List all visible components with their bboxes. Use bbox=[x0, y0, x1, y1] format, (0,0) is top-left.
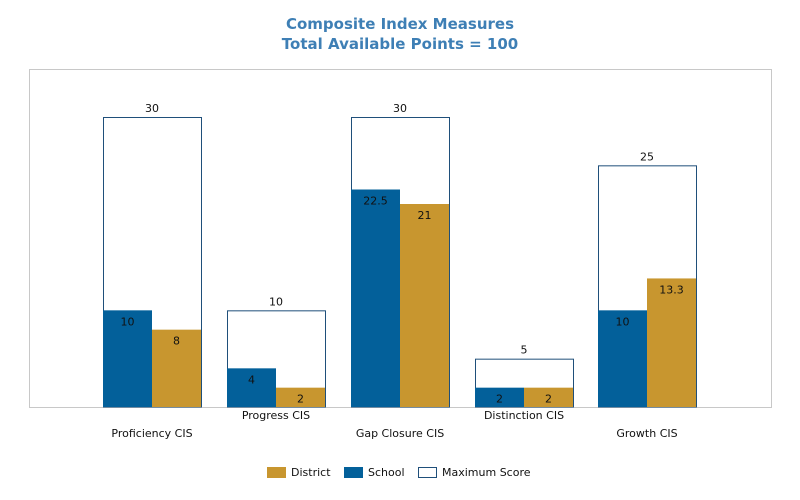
district-label-gap-closure-cis: 21 bbox=[418, 209, 432, 222]
max-label-distinction-cis: 5 bbox=[521, 344, 528, 357]
category-label-proficiency-cis: Proficiency CIS bbox=[111, 427, 192, 440]
district-bar-gap-closure-cis bbox=[400, 204, 449, 407]
chart-subtitle: Total Available Points = 100 bbox=[281, 35, 519, 53]
district-label-distinction-cis: 2 bbox=[545, 393, 552, 406]
legend-item-school: School bbox=[344, 464, 405, 480]
school-label-proficiency-cis: 10 bbox=[121, 315, 135, 328]
school-bar-proficiency-cis bbox=[103, 310, 152, 407]
school-bar-gap-closure-cis bbox=[351, 189, 400, 407]
legend-item-district: District bbox=[267, 464, 331, 480]
category-label-gap-closure-cis: Gap Closure CIS bbox=[356, 427, 444, 440]
district-bar-distinction-cis bbox=[524, 387, 573, 407]
school-label-progress-cis: 4 bbox=[248, 373, 255, 386]
legend-swatch-max bbox=[418, 466, 437, 478]
school-bar-distinction-cis bbox=[475, 387, 524, 407]
school-label-growth-cis: 10 bbox=[616, 315, 630, 328]
max-label-progress-cis: 10 bbox=[269, 295, 283, 308]
legend-label-district: District bbox=[291, 465, 331, 479]
school-label-gap-closure-cis: 22.5 bbox=[363, 195, 388, 208]
district-bar-growth-cis bbox=[647, 278, 696, 407]
legend-item-max: Maximum Score bbox=[418, 464, 531, 480]
legend-label-max: Maximum Score bbox=[442, 465, 531, 479]
max-label-proficiency-cis: 30 bbox=[145, 102, 159, 115]
district-label-growth-cis: 13.3 bbox=[659, 283, 684, 296]
legend-label-school: School bbox=[368, 465, 405, 479]
district-label-proficiency-cis: 8 bbox=[173, 335, 180, 348]
category-label-progress-cis: Progress CIS bbox=[242, 409, 310, 422]
school-bar-progress-cis bbox=[227, 368, 276, 407]
chart-title: Composite Index Measures bbox=[285, 15, 515, 33]
category-label-growth-cis: Growth CIS bbox=[616, 427, 677, 440]
max-label-gap-closure-cis: 30 bbox=[393, 102, 407, 115]
legend-swatch-school bbox=[344, 466, 363, 478]
legend-swatch-district bbox=[267, 466, 286, 478]
school-bar-growth-cis bbox=[598, 310, 647, 407]
max-label-growth-cis: 25 bbox=[640, 150, 654, 163]
chart-legend: District School Maximum Score bbox=[0, 464, 800, 480]
category-label-distinction-cis: Distinction CIS bbox=[484, 409, 564, 422]
district-label-progress-cis: 2 bbox=[297, 393, 304, 406]
district-bar-progress-cis bbox=[276, 387, 325, 407]
school-label-distinction-cis: 2 bbox=[496, 393, 503, 406]
district-bar-proficiency-cis bbox=[152, 329, 201, 407]
